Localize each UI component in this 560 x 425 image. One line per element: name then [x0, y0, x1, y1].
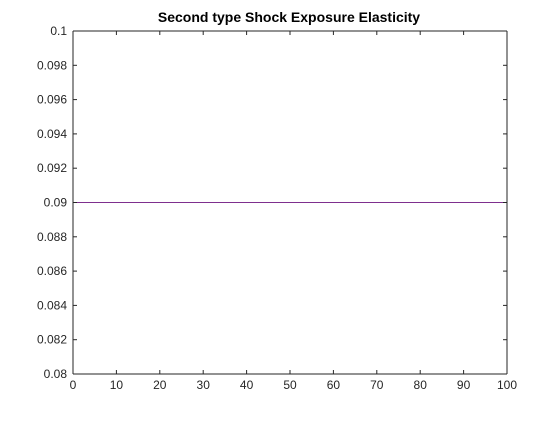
y-tick-label: 0.1	[50, 24, 67, 38]
y-tick-label: 0.096	[37, 93, 67, 107]
x-tick-label: 60	[327, 378, 341, 392]
x-tick-label: 40	[240, 378, 254, 392]
x-tick-label: 10	[110, 378, 124, 392]
y-tick-label: 0.094	[37, 127, 67, 141]
x-tick-label: 80	[414, 378, 428, 392]
x-tick-label: 70	[370, 378, 384, 392]
y-tick-label: 0.098	[37, 58, 67, 72]
x-tick-label: 20	[153, 378, 167, 392]
y-tick-label: 0.086	[37, 264, 67, 278]
chart-title: Second type Shock Exposure Elasticity	[158, 9, 420, 25]
x-tick-label: 100	[497, 378, 517, 392]
y-tick-label: 0.088	[37, 230, 67, 244]
x-tick-label: 50	[283, 378, 297, 392]
y-tick-label: 0.092	[37, 161, 67, 175]
y-tick-label: 0.084	[37, 298, 67, 312]
x-tick-label: 0	[70, 378, 77, 392]
x-tick-label: 30	[197, 378, 211, 392]
y-tick-label: 0.08	[44, 367, 68, 381]
y-tick-label: 0.09	[44, 196, 68, 210]
y-tick-label: 0.082	[37, 333, 67, 347]
x-tick-label: 90	[457, 378, 471, 392]
